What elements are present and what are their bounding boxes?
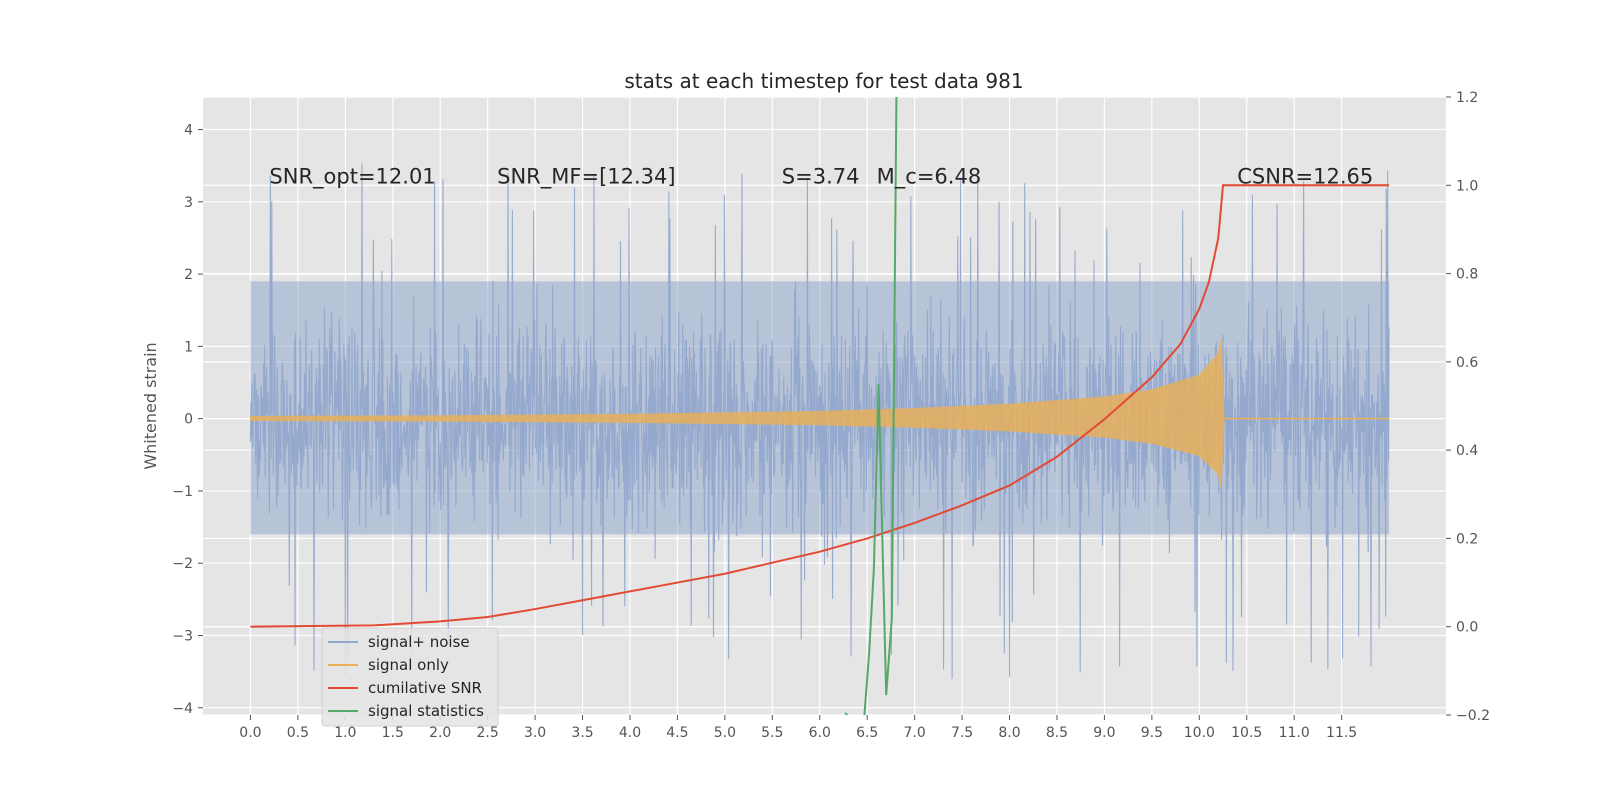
x-tick-label: 3.5 <box>571 725 593 741</box>
x-tick-label: 1.5 <box>382 725 404 741</box>
annotation-label: CSNR=12.65 <box>1237 165 1373 189</box>
x-tick-label: 2.0 <box>429 725 451 741</box>
y-axis-label: Whitened strain <box>141 342 160 469</box>
y-left-tick-label: −4 <box>172 701 193 717</box>
x-tick-label: 6.0 <box>809 725 831 741</box>
y-right-tick-label: 0.6 <box>1456 355 1478 371</box>
x-tick-label: 6.5 <box>856 725 878 741</box>
x-tick-label: 0.5 <box>287 725 309 741</box>
legend-label: signal only <box>368 656 449 674</box>
x-tick-label: 5.0 <box>714 725 736 741</box>
x-tick-label: 1.0 <box>334 725 356 741</box>
x-tick-label: 3.0 <box>524 725 546 741</box>
x-tick-label: 11.5 <box>1326 725 1357 741</box>
y-left-tick-label: −1 <box>172 484 193 500</box>
annotation-label: M_c=6.48 <box>877 165 982 190</box>
chart-title: stats at each timestep for test data 981 <box>624 69 1023 93</box>
y-right-tick-label: 0.0 <box>1456 620 1478 636</box>
signal-statistics-line <box>844 97 898 715</box>
y-left-tick-label: 4 <box>184 123 193 139</box>
y-left-tick-label: −2 <box>172 556 193 572</box>
cumulative-snr-line <box>250 184 1390 628</box>
annotation-label: SNR_opt=12.01 <box>269 165 435 190</box>
x-tick-label: 9.5 <box>1141 725 1163 741</box>
y-right-tick-label: 1.2 <box>1456 90 1478 106</box>
y-right-tick-label: 0.8 <box>1456 267 1478 283</box>
y-left-tick-label: −3 <box>172 628 193 644</box>
series-signal-only <box>249 338 1390 487</box>
y-left-tick-label: 2 <box>184 267 193 283</box>
y-left-tick-label: 3 <box>184 195 193 211</box>
x-tick-label: 11.0 <box>1279 725 1310 741</box>
annotations: SNR_opt=12.01 SNR_MF=[12.34] S=3.74 M_c=6.4… <box>269 165 1373 190</box>
series-signal-statistics <box>844 97 898 715</box>
x-tick-label: 2.5 <box>477 725 499 741</box>
x-tick-label: 7.5 <box>951 725 973 741</box>
y-right-tick-label: 1.0 <box>1456 178 1478 194</box>
x-tick-label: 9.0 <box>1093 725 1115 741</box>
x-tick-label: 4.5 <box>666 725 688 741</box>
axis-ticks: 0.0 0.5 1.0 1.5 2.0 2.5 3.0 3.5 4.0 4.5 5.0 5.5 6.0 6… <box>172 90 1490 741</box>
y-left-tick-label: 1 <box>184 339 193 355</box>
x-tick-label: 10.5 <box>1231 725 1262 741</box>
legend-box <box>321 627 499 727</box>
y-right-tick-label: 0.2 <box>1456 531 1478 547</box>
legend: signal+ noise signal only cumilative SNR si… <box>321 627 499 727</box>
annotation-label: S=3.74 <box>782 165 860 189</box>
x-tick-label: 8.0 <box>998 725 1020 741</box>
x-tick-label: 8.5 <box>1046 725 1068 741</box>
legend-label: cumilative SNR <box>368 679 482 697</box>
y-left-tick-label: 0 <box>184 412 193 428</box>
series-cumulative-snr <box>250 184 1390 628</box>
y-right-tick-label: 0.4 <box>1456 443 1478 459</box>
annotation-label: SNR_MF=[12.34] <box>497 165 675 190</box>
x-tick-label: 10.0 <box>1184 725 1215 741</box>
x-tick-label: 4.0 <box>619 725 641 741</box>
legend-label: signal statistics <box>368 702 484 720</box>
x-tick-label: 0.0 <box>239 725 261 741</box>
y-right-tick-label: −0.2 <box>1456 708 1490 724</box>
legend-label: signal+ noise <box>368 633 470 651</box>
x-tick-label: 7.0 <box>904 725 926 741</box>
x-tick-label: 5.5 <box>761 725 783 741</box>
